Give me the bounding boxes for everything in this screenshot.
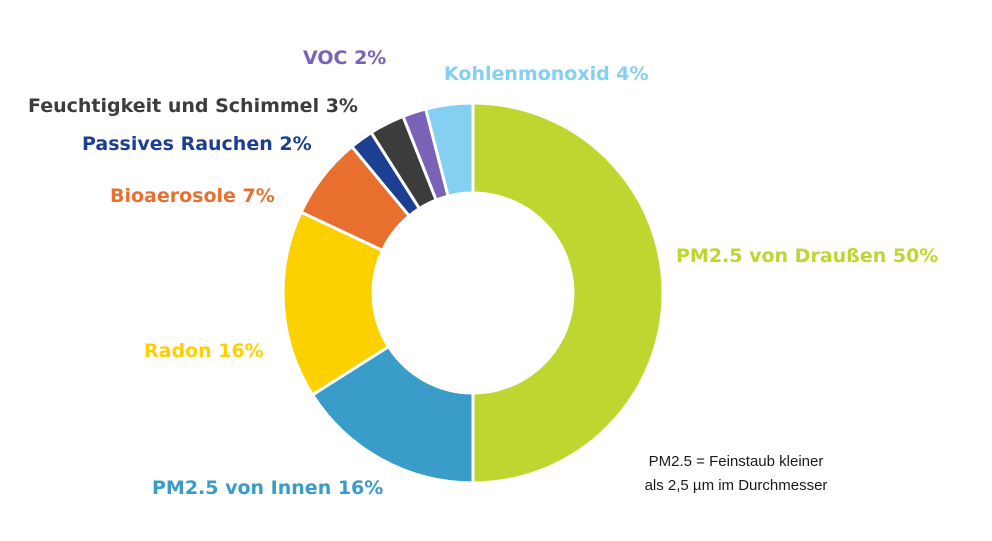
slice-label-0: PM2.5 von Draußen 50% — [676, 245, 938, 267]
slice-7 — [423, 101, 475, 198]
slices-group — [281, 101, 665, 485]
slice-label-2: Radon 16% — [144, 340, 264, 362]
slice-label-4: Passives Rauchen 2% — [82, 133, 312, 155]
labels-group: PM2.5 von Draußen 50% PM2.5 von Innen 16%… — [28, 47, 938, 499]
slice-label-5: Feuchtigkeit und Schimmel 3% — [28, 95, 358, 117]
slice-0 — [471, 101, 665, 485]
slice-label-7: Kohlenmonoxid 4% — [444, 63, 649, 85]
footnote-line-1: PM2.5 = Feinstaub kleiner — [649, 453, 824, 470]
footnote-line-2: als 2,5 µm im Durchmesser — [645, 477, 828, 494]
slice-label-6: VOC 2% — [303, 47, 386, 69]
footnote: PM2.5 = Feinstaub kleiner als 2,5 µm im … — [645, 453, 828, 494]
slice-label-3: Bioaerosole 7% — [110, 185, 275, 207]
slice-label-1: PM2.5 von Innen 16% — [152, 477, 383, 499]
